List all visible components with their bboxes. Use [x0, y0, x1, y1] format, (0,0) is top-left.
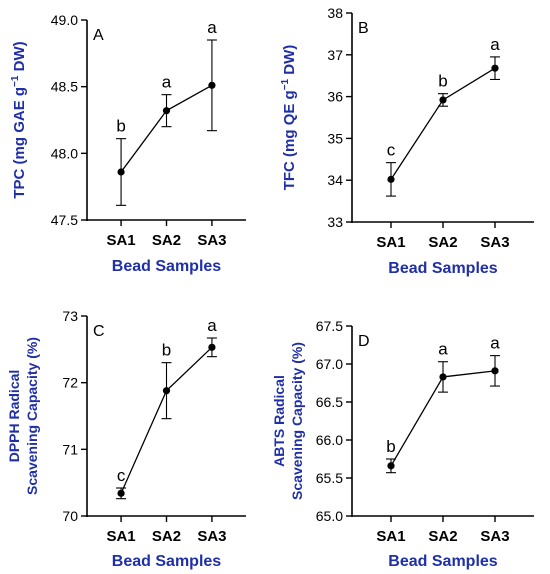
x-tick-label: SA2: [428, 234, 457, 251]
x-axis-title: Bead Samples: [388, 553, 497, 570]
y-tick-label: 48.0: [51, 145, 78, 161]
y-tick-label: 72: [62, 375, 78, 391]
y-tick-label: 67.0: [316, 356, 343, 372]
y-tick-label: 38: [327, 5, 343, 21]
chart-panel-c: 70 71 72 73 SA1 SA2 SA3 c b a C Bead Samples DPPH Ra…: [6, 308, 246, 570]
significance-letter: a: [207, 18, 217, 37]
significance-letter: b: [162, 341, 171, 360]
data-point: [117, 489, 125, 497]
y-axis-title-line1: DPPH Radical: [6, 370, 22, 463]
y-tick-label: 48.5: [51, 79, 78, 95]
y-tick-label: 71: [62, 441, 78, 457]
y-tick-label: 66.0: [316, 432, 343, 448]
y-tick-label: 47.5: [51, 212, 78, 228]
y-tick-label: 67.5: [316, 318, 343, 334]
y-tick-label: 65.5: [316, 470, 343, 486]
y-tick-label: 73: [62, 308, 78, 324]
y-tick-label: 35: [327, 130, 343, 146]
significance-letter: a: [162, 73, 172, 92]
significance-letter: a: [438, 340, 448, 359]
data-point: [439, 96, 447, 104]
x-tick-label: SA3: [197, 528, 226, 545]
y-axis-title: TFC (mg QE g−1 DW): [280, 45, 298, 191]
y-tick-label: 36: [327, 89, 343, 105]
y-tick-label: 65.0: [316, 508, 343, 524]
y-axis-title-tail: DW): [11, 41, 28, 75]
data-point: [162, 107, 171, 115]
y-axis-title-sup: −1: [10, 75, 21, 87]
panel-label: D: [358, 333, 370, 350]
panel-label: C: [93, 323, 105, 340]
y-axis-title-line2: Scavening Capacity (%): [289, 342, 305, 500]
significance-letter: b: [116, 117, 125, 136]
data-point: [491, 64, 499, 72]
significance-letter: a: [207, 316, 217, 335]
significance-letter: b: [438, 72, 447, 91]
data-point: [117, 168, 125, 176]
x-axis-title: Bead Samples: [112, 553, 221, 570]
data-point: [208, 343, 216, 351]
chart-panel-b: 33 34 35 36 37 38 SA1 SA2 SA3 c b a B Bead Samples TFC…: [280, 5, 534, 277]
chart-panel-a: 47.5 48.0 48.5 49.0 SA1 SA2 SA3 b a a A Bead Sample…: [10, 12, 246, 275]
significance-letter: c: [117, 466, 126, 485]
data-point: [439, 373, 447, 381]
x-tick-label: SA3: [480, 528, 509, 545]
x-tick-label: SA1: [106, 528, 135, 545]
y-axis-title-line2: Scavening Capacity (%): [24, 337, 40, 495]
x-tick-label: SA3: [197, 232, 226, 249]
significance-letter: a: [490, 334, 500, 353]
x-tick-label: SA3: [480, 234, 509, 251]
panel-label: A: [93, 27, 104, 44]
x-axis-title: Bead Samples: [388, 260, 497, 277]
x-tick-label: SA2: [152, 528, 181, 545]
y-tick-label: 37: [327, 47, 343, 63]
data-point: [208, 81, 216, 89]
x-tick-label: SA1: [376, 528, 405, 545]
chart-panel-d: 65.0 65.5 66.0 66.5 67.0 67.5 SA1 SA2 SA3 b a a D Bea…: [271, 318, 534, 570]
data-point: [491, 367, 499, 375]
significance-letter: a: [490, 35, 500, 54]
y-axis-title: TPC (mg GAE g−1 DW): [10, 41, 28, 198]
y-axis-title-tail: DW): [281, 45, 298, 79]
y-axis-title-line1: ABTS Radical: [271, 375, 287, 467]
significance-letter: c: [387, 141, 396, 160]
panel-label: B: [358, 20, 369, 37]
data-point: [387, 175, 395, 183]
x-tick-label: SA1: [376, 234, 405, 251]
x-tick-label: SA2: [428, 528, 457, 545]
x-axis-title: Bead Samples: [112, 258, 221, 275]
y-tick-label: 49.0: [51, 12, 78, 28]
significance-letter: b: [386, 437, 395, 456]
data-point: [387, 462, 395, 470]
x-tick-label: SA2: [152, 232, 181, 249]
y-axis-title-main: TFC (mg QE g: [281, 90, 298, 190]
y-tick-label: 34: [327, 172, 343, 188]
y-axis-title-main: TPC (mg GAE g: [11, 87, 28, 199]
y-tick-label: 33: [327, 214, 343, 230]
x-tick-label: SA1: [106, 232, 135, 249]
data-point: [162, 387, 171, 395]
y-axis-title-sup: −1: [280, 78, 291, 90]
y-tick-label: 70: [62, 508, 78, 524]
y-tick-label: 66.5: [316, 394, 343, 410]
